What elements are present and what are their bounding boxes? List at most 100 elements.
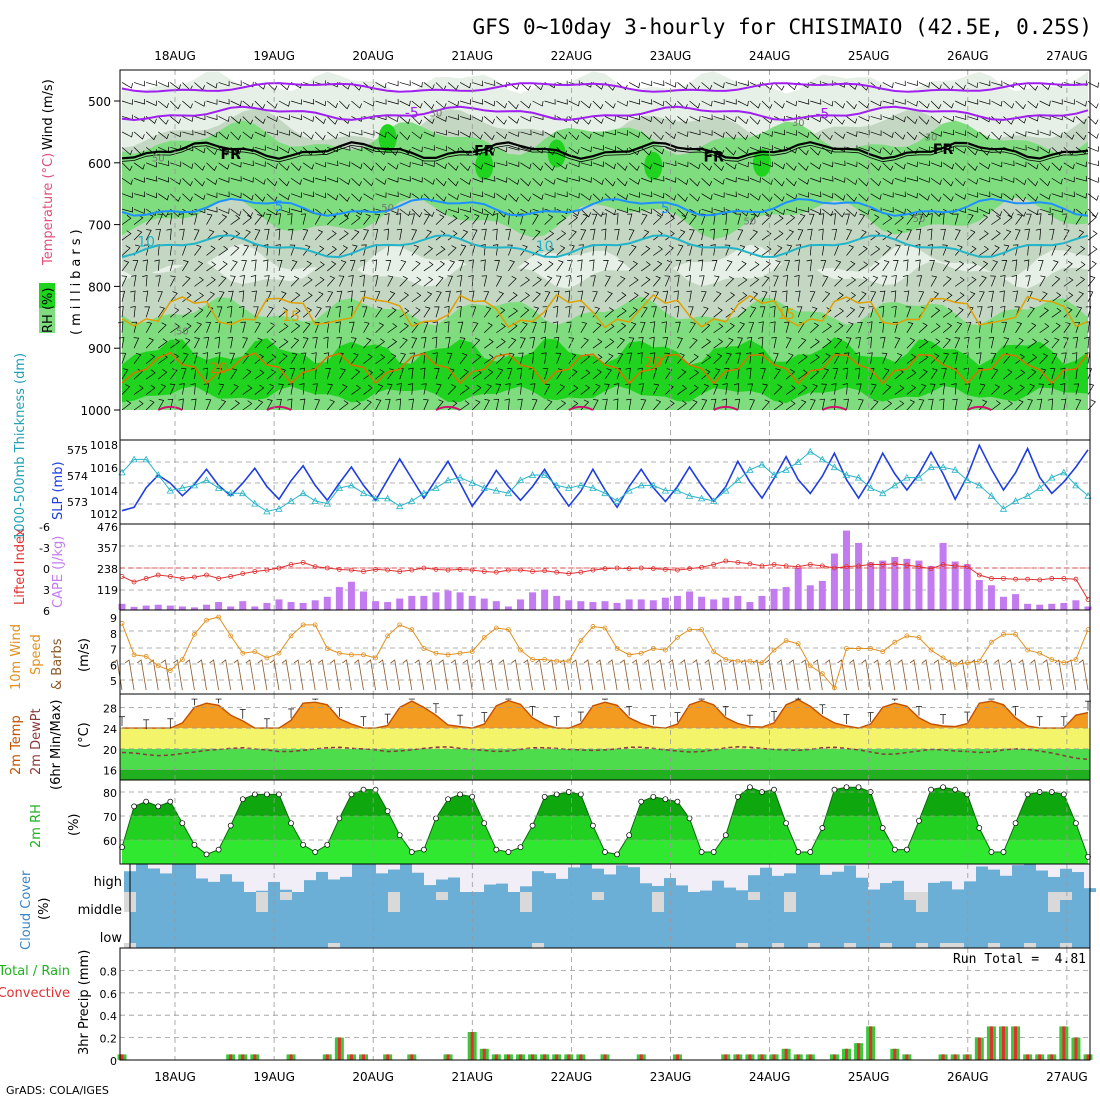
wind-barb (892, 321, 899, 333)
date-label-bottom: 26AUG (947, 1070, 989, 1084)
wind-barb (314, 306, 322, 318)
cloud-low-gap (988, 943, 1000, 948)
wind-barb (580, 100, 592, 109)
pressure-tick-label: 900 (88, 342, 111, 356)
wind-barb (484, 322, 493, 334)
wind-barb (556, 215, 567, 225)
wind-barb (822, 192, 834, 199)
rh2m-point (771, 786, 777, 793)
wind-barb (628, 307, 638, 318)
wind-barb (447, 275, 453, 287)
rh2m-point (976, 825, 983, 831)
wind-barb (722, 228, 729, 241)
wind-barb (351, 352, 359, 364)
cloud-middle-gap (520, 892, 532, 912)
wind-barb (411, 160, 423, 167)
wind-barb (408, 398, 415, 411)
wind-barb (447, 207, 459, 214)
wind-barb (182, 116, 194, 122)
thickness-point (420, 489, 428, 497)
date-label-top: 20AUG (352, 49, 394, 63)
wind-barb (145, 131, 157, 141)
precip-conv-bar (736, 1054, 740, 1060)
wind-barb (375, 322, 385, 334)
wind-barb (1015, 161, 1027, 168)
wind-barb (879, 336, 886, 349)
rh-dark-patch (644, 151, 663, 180)
lifted-index-point (155, 572, 161, 578)
cape-bar (1084, 606, 1092, 610)
wind-tick: 9 (110, 612, 117, 625)
contour-label: 15 (777, 307, 795, 323)
wind-barb (725, 99, 737, 105)
thickness-point (625, 486, 633, 494)
wind-barb (278, 323, 289, 334)
wind-barb (834, 160, 846, 167)
wind-barb (661, 321, 667, 333)
wind-barb (411, 208, 423, 218)
wind-barb (737, 292, 748, 303)
wind-barb (870, 177, 882, 187)
precip-conv-bar (120, 1054, 124, 1060)
wind-barb (967, 192, 979, 198)
wind-barb (855, 336, 861, 349)
thickness-point (335, 484, 344, 491)
wind-barb (278, 193, 290, 201)
lifted-index-point (614, 565, 620, 571)
wind-barb (194, 147, 206, 154)
lifted-index-point (940, 562, 946, 567)
lifted-index-point (880, 562, 886, 567)
cloud-high-bar (652, 885, 664, 892)
wind-barb (182, 162, 194, 170)
wind-speed-point (638, 650, 644, 656)
wind-barb (531, 321, 537, 333)
wind-barb (930, 353, 940, 364)
date-label-bottom: 27AUG (1046, 1070, 1088, 1084)
wind-barb (592, 100, 604, 110)
wind-barb (604, 129, 616, 136)
precip-conv-bar (1026, 1054, 1030, 1060)
rh2m-point (614, 851, 620, 858)
wind-barb (955, 114, 967, 120)
wind-barb (641, 99, 653, 105)
wind-barb (870, 162, 882, 171)
wind-barb (906, 399, 915, 411)
wind-barb (132, 260, 139, 272)
wind-barb (737, 276, 748, 287)
wind-barb (323, 352, 330, 364)
cape-bar (275, 599, 283, 610)
wind-barb (302, 276, 313, 287)
wind-barb (508, 131, 520, 137)
wind-speed-point (892, 639, 898, 645)
wind-barb (312, 336, 318, 349)
wind-barb (810, 208, 822, 215)
wind-barb (157, 290, 163, 302)
thickness-point (142, 455, 150, 463)
contour-25c (821, 405, 847, 411)
contour-15c (121, 293, 1089, 329)
wind-barb (761, 230, 772, 241)
wind-barb (121, 131, 133, 138)
wind-barb (882, 215, 893, 225)
wind-barb (939, 213, 945, 225)
wind-barb-10m (330, 659, 340, 691)
wind-barb (770, 305, 776, 318)
precip-panel: 00.20.40.60.8 Run Total = 4.81 Total / R… (0, 947, 1093, 1068)
wind-barb (713, 338, 724, 349)
wind-barb (906, 337, 916, 349)
precip-ticks: 00.20.40.60.8 (100, 965, 118, 1068)
wind-barb (797, 337, 807, 349)
cape-bar (1012, 594, 1020, 610)
cloud-high-bar (940, 881, 952, 892)
wind-barb (387, 191, 399, 198)
wind-barb (773, 275, 779, 287)
wind-barb (1000, 275, 1006, 287)
wind-barb (230, 400, 240, 411)
wind-barb (182, 177, 193, 187)
precip-conv-bar (748, 1054, 752, 1060)
wind-barb (942, 352, 949, 364)
wind-barb (834, 193, 846, 201)
wind-barb (677, 177, 689, 185)
